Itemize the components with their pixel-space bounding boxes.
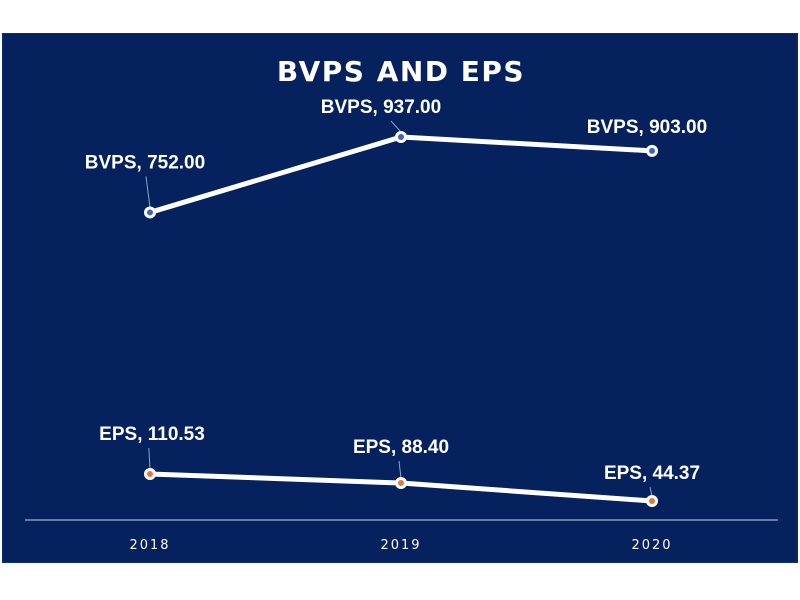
bvps-point-center	[649, 147, 655, 154]
x-tick-label-2020: 2020	[631, 538, 672, 553]
eps-data-label-2018: EPS, 110.53	[99, 424, 205, 445]
eps-leader-line	[398, 460, 402, 479]
bvps-data-label-2020: BVPS, 903.00	[587, 117, 707, 138]
eps-point-center	[147, 471, 153, 478]
bvps-leader-line	[145, 176, 151, 208]
bvps-leader-line	[390, 120, 402, 133]
bvps-point-center	[398, 134, 404, 140]
eps-data-label-2020: EPS, 44.37	[604, 463, 700, 484]
eps-data-label-2019: EPS, 88.40	[353, 437, 449, 458]
bvps-data-label-2019: BVPS, 937.00	[321, 97, 441, 118]
bvps-series-line	[147, 134, 655, 215]
eps-leader-line	[649, 486, 653, 497]
x-tick-label-2018: 2018	[129, 538, 170, 553]
chart-frame: BVPS AND EPS BVPS, 752.00 BVPS, 937.00 BVP…	[2, 33, 798, 563]
eps-point-center	[649, 498, 655, 504]
bvps-point-center	[147, 209, 153, 216]
plot-area: BVPS, 752.00 BVPS, 937.00 BVPS, 903.00 EPS,…	[85, 97, 707, 553]
x-tick-label-2019: 2019	[380, 538, 421, 553]
chart-title: BVPS AND EPS	[277, 55, 525, 88]
eps-point-center	[398, 480, 404, 487]
bvps-data-label-2018: BVPS, 752.00	[85, 152, 205, 173]
eps-leader-line	[148, 447, 151, 470]
